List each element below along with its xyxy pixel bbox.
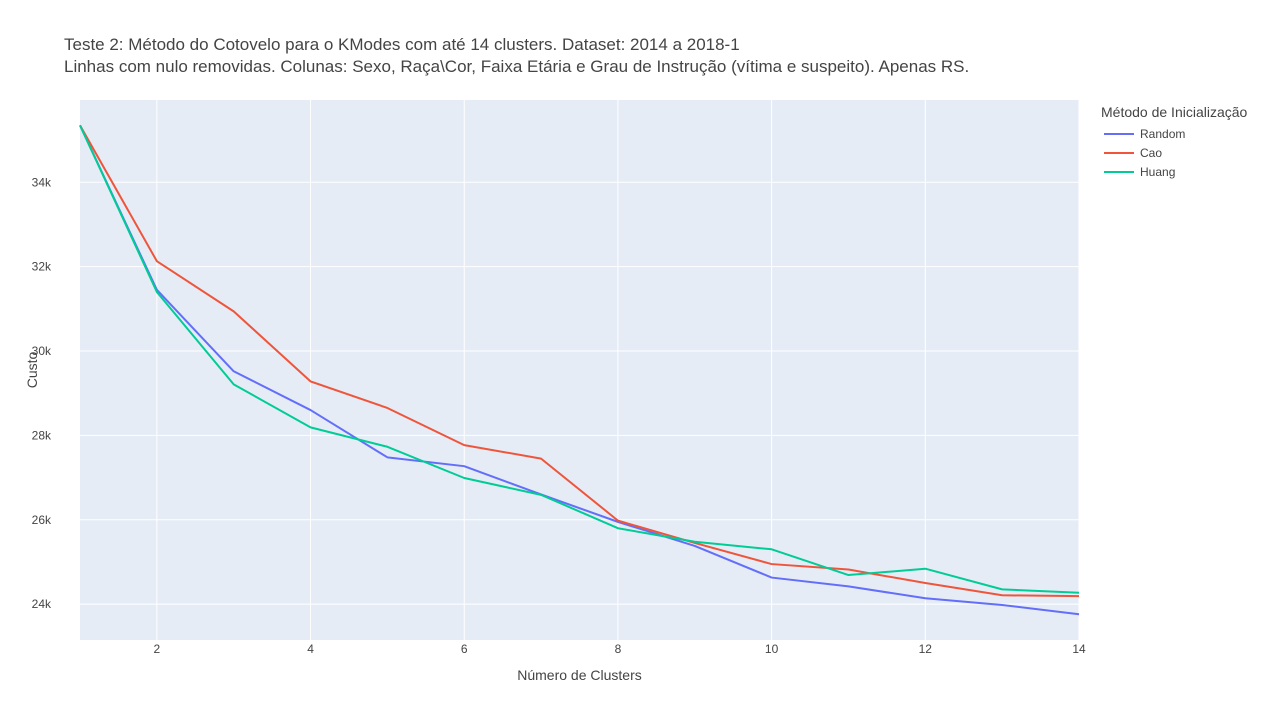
legend-label-huang: Huang <box>1140 164 1176 179</box>
legend-item-huang[interactable]: Huang <box>1101 162 1247 181</box>
y-tick-label: 30k <box>32 344 52 358</box>
series-line-huang <box>79 124 1080 594</box>
plot-area <box>80 100 1079 640</box>
y-tick-label: 24k <box>32 597 52 611</box>
x-tick-label: 14 <box>1072 642 1086 656</box>
legend-item-random[interactable]: Random <box>1101 124 1247 143</box>
y-tick-label: 32k <box>32 260 52 274</box>
legend-swatch-cao <box>1104 151 1134 154</box>
legend-label-random: Random <box>1140 126 1186 141</box>
chart-title-line-1: Teste 2: Método do Cotovelo para o KMode… <box>64 35 740 54</box>
x-tick-label: 12 <box>919 642 933 656</box>
legend-title: Método de Inicialização <box>1101 104 1248 120</box>
x-tick-label: 6 <box>461 642 468 656</box>
y-tick-label: 26k <box>32 513 52 527</box>
series-line-random <box>79 124 1080 616</box>
series-line-cao <box>79 124 1080 598</box>
chart-title-line-2: Linhas com nulo removidas. Colunas: Sexo… <box>64 57 970 76</box>
y-axis-title: Custo <box>24 352 40 389</box>
y-tick-label: 28k <box>32 428 52 442</box>
legend-label-cao: Cao <box>1140 145 1163 160</box>
x-tick-label: 10 <box>765 642 779 656</box>
x-tick-label: 4 <box>307 642 314 656</box>
legend-swatch-huang <box>1104 170 1134 173</box>
x-tick-label: 2 <box>154 642 161 656</box>
x-tick-label: 8 <box>615 642 622 656</box>
legend-item-cao[interactable]: Cao <box>1101 143 1247 162</box>
legend: Método de Inicialização Random Cao Huang <box>1101 104 1247 181</box>
x-axis-title: Número de Clusters <box>517 667 642 683</box>
y-tick-label: 34k <box>32 175 52 189</box>
chart-title: Teste 2: Método do Cotovelo para o KMode… <box>64 34 969 78</box>
legend-swatch-random <box>1104 132 1134 135</box>
